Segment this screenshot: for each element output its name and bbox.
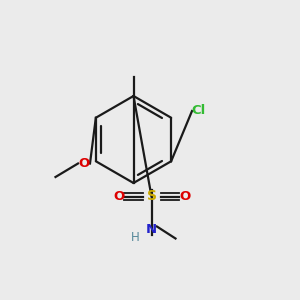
Text: N: N: [146, 223, 157, 236]
Text: O: O: [113, 190, 124, 203]
Text: Cl: Cl: [191, 104, 205, 118]
Text: O: O: [179, 190, 190, 203]
Text: H: H: [131, 231, 140, 244]
Text: O: O: [78, 157, 90, 170]
Text: S: S: [146, 190, 157, 203]
